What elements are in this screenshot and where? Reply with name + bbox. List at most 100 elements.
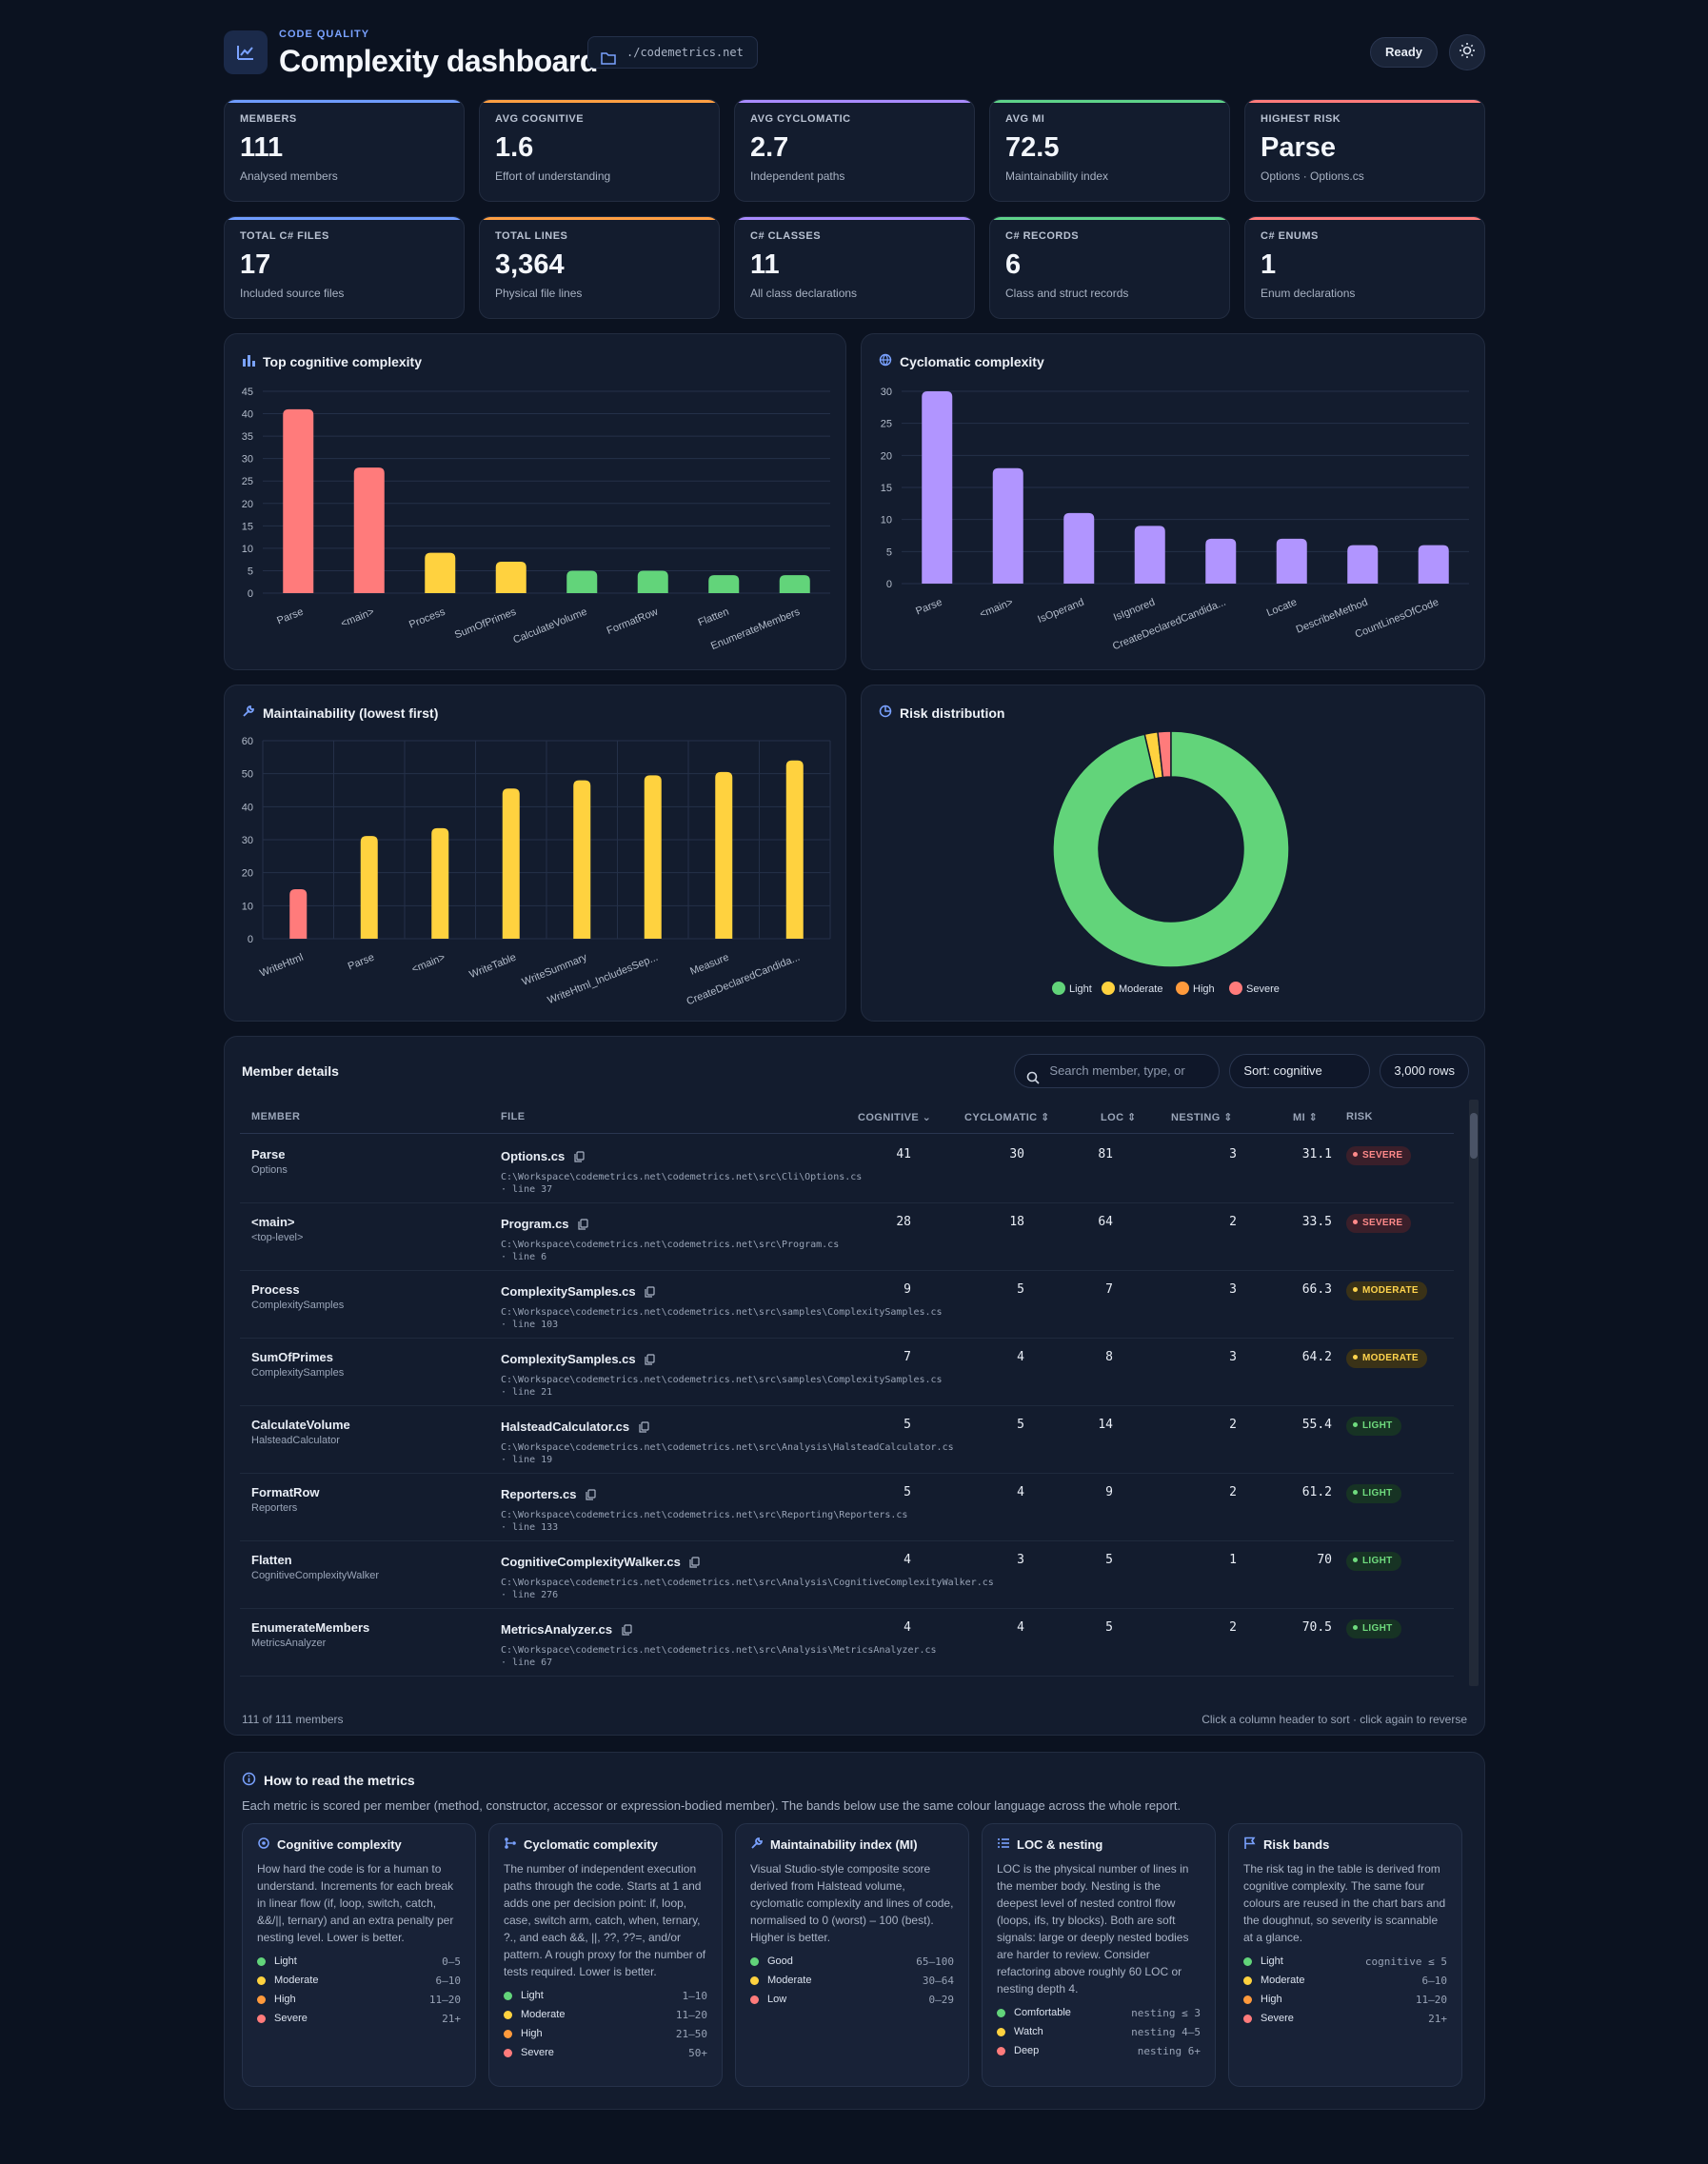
y-tick-label: 15: [881, 483, 892, 494]
scrollbar-thumb[interactable]: [1470, 1113, 1478, 1159]
y-tick-label: 10: [881, 515, 892, 526]
theme-toggle-button[interactable]: [1449, 34, 1485, 70]
band-dot: [504, 2029, 512, 2038]
cell-cognitive: 4: [904, 1553, 911, 1567]
copy-icon[interactable]: [645, 1286, 655, 1300]
band-range: 0–29: [928, 1993, 955, 2006]
cell-loc: 7: [1105, 1282, 1113, 1297]
file-name[interactable]: HalsteadCalculator.cs: [501, 1420, 649, 1436]
cell-nesting: 1: [1229, 1553, 1237, 1567]
guide-card-title: Maintainability index (MI): [770, 1837, 918, 1852]
bar: [495, 562, 526, 593]
flag-icon: [1243, 1836, 1257, 1853]
band-dot: [750, 1975, 759, 1985]
stat-label: AVG COGNITIVE: [495, 113, 585, 125]
table-row[interactable]: CalculateVolume HalsteadCalculator Halst…: [240, 1406, 1454, 1474]
stat-label: TOTAL C# FILES: [240, 230, 329, 242]
th-cognitive[interactable]: COGNITIVE ⌄: [858, 1112, 932, 1123]
bar: [283, 408, 314, 593]
file-name[interactable]: Program.cs: [501, 1217, 588, 1233]
x-tick-label: IsIgnored: [1112, 597, 1157, 624]
file-name[interactable]: ComplexitySamples.cs: [501, 1352, 655, 1368]
stat-card: MEMBERS 111 Analysed members: [224, 99, 465, 202]
stat-card: C# ENUMS 1 Enum declarations: [1244, 216, 1485, 319]
th-member[interactable]: MEMBER: [251, 1111, 301, 1122]
file-name[interactable]: MetricsAnalyzer.cs: [501, 1622, 632, 1638]
file-name[interactable]: Options.cs: [501, 1149, 585, 1165]
y-tick-label: 20: [242, 499, 253, 510]
copy-icon[interactable]: [574, 1151, 585, 1165]
table-row[interactable]: Flatten CognitiveComplexityWalker Cognit…: [240, 1541, 1454, 1609]
band-name: Light: [274, 1956, 297, 1967]
member-class: CognitiveComplexityWalker: [251, 1570, 380, 1581]
bar: [1347, 545, 1379, 584]
pie-icon: [879, 705, 892, 721]
file-name[interactable]: CognitiveComplexityWalker.cs: [501, 1555, 701, 1571]
table-row[interactable]: Parse Options Options.cs C:\Workspace\co…: [240, 1136, 1454, 1203]
table-scrollbar[interactable]: [1469, 1100, 1479, 1686]
band-dot: [750, 1995, 759, 2004]
stat-value: 17: [240, 249, 271, 280]
table-row[interactable]: SumOfPrimes ComplexitySamples Complexity…: [240, 1339, 1454, 1406]
x-tick-label: <main>: [339, 606, 376, 630]
band-dot: [997, 2027, 1005, 2036]
file-name[interactable]: ComplexitySamples.cs: [501, 1284, 655, 1300]
copy-icon[interactable]: [689, 1557, 701, 1571]
legend-label: Light: [1069, 983, 1092, 995]
stat-label: C# RECORDS: [1005, 230, 1080, 242]
table-footer-hint: Click a column header to sort · click ag…: [1202, 1713, 1467, 1726]
bar-chart-icon: [242, 353, 255, 369]
member-class: MetricsAnalyzer: [251, 1638, 327, 1649]
cell-cognitive: 9: [904, 1282, 911, 1297]
copy-icon[interactable]: [622, 1624, 632, 1638]
cell-mi: 64.2: [1301, 1350, 1332, 1364]
card-accent: [225, 100, 464, 103]
y-tick-label: 30: [242, 454, 253, 466]
mi-chart-panel: Maintainability (lowest first) 0 10 20 30 40…: [224, 685, 846, 1022]
table-row[interactable]: Process ComplexitySamples ComplexitySamp…: [240, 1271, 1454, 1339]
copy-icon[interactable]: [639, 1421, 649, 1436]
band-dot: [504, 2010, 512, 2019]
stat-label: HIGHEST RISK: [1261, 113, 1341, 125]
th-cyclomatic[interactable]: CYCLOMATIC ⇕: [964, 1112, 1050, 1123]
table-row[interactable]: Locate SourceFileLocator.cs 478262.5LIGH…: [240, 1677, 1454, 1686]
wrench-icon: [750, 1836, 764, 1853]
table-header: MEMBER FILE COGNITIVE ⌄ CYCLOMATIC ⇕ LOC…: [240, 1100, 1454, 1134]
sort-select[interactable]: Sort: cognitive: [1229, 1054, 1371, 1088]
th-mi[interactable]: MI ⇕: [1293, 1112, 1319, 1123]
cognitive-chart-title: Top cognitive complexity: [263, 353, 422, 369]
bar: [1063, 512, 1095, 584]
file-name[interactable]: Reporters.cs: [501, 1487, 596, 1503]
th-file[interactable]: FILE: [501, 1111, 526, 1122]
table-row[interactable]: EnumerateMembers MetricsAnalyzer Metrics…: [240, 1609, 1454, 1677]
copy-icon[interactable]: [578, 1219, 588, 1233]
stat-sub: Enum declarations: [1261, 287, 1356, 300]
table-row[interactable]: <main> <top-level> Program.cs C:\Workspa…: [240, 1203, 1454, 1271]
th-loc[interactable]: LOC ⇕: [1101, 1112, 1137, 1123]
band-row: High 11–20: [1243, 1990, 1447, 2009]
th-nesting[interactable]: NESTING ⇕: [1171, 1112, 1233, 1123]
y-tick-label: 25: [242, 476, 253, 487]
band-row: High 11–20: [257, 1990, 461, 2009]
wrench-icon: [242, 705, 255, 721]
file-path: C:\Workspace\codemetrics.net\codemetrics…: [501, 1578, 994, 1600]
rows-select[interactable]: 3,000 rows: [1380, 1054, 1469, 1088]
x-tick-label: SumOfPrimes: [453, 606, 518, 641]
copy-icon[interactable]: [586, 1489, 596, 1503]
search-input[interactable]: Search member, type, or: [1014, 1054, 1221, 1088]
copy-icon[interactable]: [645, 1354, 655, 1368]
th-risk[interactable]: RISK: [1346, 1111, 1373, 1122]
legend-swatch: [1052, 982, 1065, 995]
page-header: CODE QUALITY Complexity dashboard ./code…: [224, 0, 1485, 99]
path-chip[interactable]: ./codemetrics.net: [587, 36, 758, 69]
stat-label: AVG MI: [1005, 113, 1045, 125]
band-range: 21+: [1428, 2012, 1447, 2025]
card-accent: [480, 217, 719, 220]
file-path: C:\Workspace\codemetrics.net\codemetrics…: [501, 1510, 908, 1533]
table-row[interactable]: FormatRow Reporters Reporters.cs C:\Work…: [240, 1474, 1454, 1541]
member-class: HalsteadCalculator: [251, 1435, 340, 1446]
x-tick-label: IsOperand: [1036, 597, 1085, 625]
mi-chart-title: Maintainability (lowest first): [263, 705, 439, 721]
bar: [1205, 538, 1237, 584]
guide-card-title: LOC & nesting: [1017, 1837, 1103, 1852]
